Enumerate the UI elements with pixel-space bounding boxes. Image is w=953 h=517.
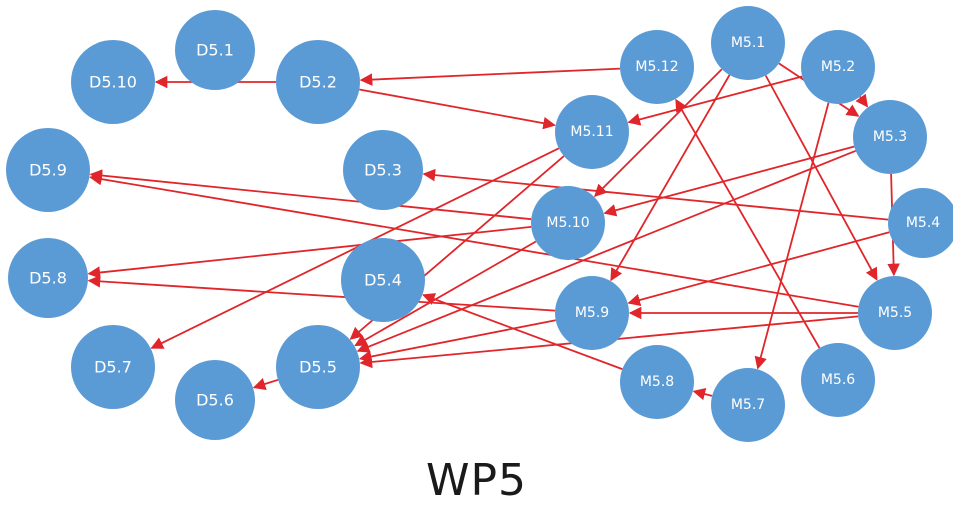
edge-m5-10-to-d5-5 <box>354 240 537 347</box>
node-label-d5-3: D5.3 <box>364 161 402 180</box>
node-circle-m5-8 <box>620 345 694 419</box>
node-m5-6: M5.6 <box>801 343 875 417</box>
edge-m5-2-to-m5-3 <box>855 93 869 108</box>
edge-m5-10-to-d5-9 <box>89 169 532 221</box>
node-label-d5-4: D5.4 <box>364 271 402 290</box>
node-circle-d5-5 <box>276 325 360 409</box>
edge-d5-2-to-m5-11 <box>359 88 556 130</box>
node-label-m5-11: M5.11 <box>570 124 613 140</box>
edge-m5-11-to-d5-7 <box>150 147 560 349</box>
node-circle-m5-6 <box>801 343 875 417</box>
node-d5-6: D5.6 <box>175 360 255 440</box>
edge-m5-8-to-d5-4 <box>422 293 623 370</box>
node-circle-d5-10 <box>71 40 155 124</box>
node-circle-m5-2 <box>801 30 875 104</box>
node-label-d5-2: D5.2 <box>299 73 337 92</box>
node-circle-m5-10 <box>531 186 605 260</box>
node-m5-5: M5.5 <box>858 276 932 350</box>
node-circle-m5-12 <box>620 30 694 104</box>
node-circle-d5-8 <box>8 238 88 318</box>
node-d5-10: D5.10 <box>71 40 155 124</box>
node-d5-5: D5.5 <box>276 325 360 409</box>
node-m5-9: M5.9 <box>555 276 629 350</box>
edge-m5-9-to-d5-5 <box>358 319 556 363</box>
node-m5-11: M5.11 <box>555 95 629 169</box>
node-m5-3: M5.3 <box>853 100 927 174</box>
node-circle-m5-1 <box>711 6 785 80</box>
node-circle-d5-9 <box>6 128 90 212</box>
edge-m5-1-to-m5-10 <box>594 68 723 197</box>
edge-m5-3-to-m5-10 <box>603 145 855 217</box>
node-label-d5-6: D5.6 <box>196 391 234 410</box>
node-circle-d5-4 <box>341 238 425 322</box>
node-m5-1: M5.1 <box>711 6 785 80</box>
edge-m5-1-to-m5-9 <box>610 74 731 282</box>
node-m5-12: M5.12 <box>620 30 694 104</box>
nodes-layer: D5.1 D5.2 D5.3 D5.4 D5.5 D5.6 D5.7 D5.8 D5.9 D5.1… <box>6 6 953 442</box>
edge-m5-10-to-d5-8 <box>87 226 532 279</box>
edge-m5-4-to-m5-9 <box>627 231 890 307</box>
node-label-m5-6: M5.6 <box>821 372 855 388</box>
edge-m5-6-to-m5-12 <box>675 98 821 349</box>
node-label-d5-1: D5.1 <box>196 41 234 60</box>
node-label-m5-1: M5.1 <box>731 35 765 51</box>
edge-m5-12-to-d5-2 <box>359 67 621 86</box>
edge-d5-5-to-d5-6 <box>252 378 279 391</box>
node-label-m5-5: M5.5 <box>878 305 912 321</box>
edge-m5-4-to-d5-3 <box>422 168 889 221</box>
node-circle-m5-9 <box>555 276 629 350</box>
edge-m5-2-to-m5-7 <box>754 102 830 370</box>
node-label-m5-4: M5.4 <box>906 215 940 231</box>
node-m5-2: M5.2 <box>801 30 875 104</box>
node-label-m5-2: M5.2 <box>821 59 855 75</box>
edge-m5-7-to-m5-8 <box>692 387 713 401</box>
node-circle-d5-7 <box>71 325 155 409</box>
edge-m5-5-to-d5-9 <box>89 172 859 308</box>
node-d5-7: D5.7 <box>71 325 155 409</box>
diagram-caption: WP5 <box>425 455 528 506</box>
node-m5-7: M5.7 <box>711 368 785 442</box>
node-d5-3: D5.3 <box>343 130 423 210</box>
node-d5-2: D5.2 <box>276 40 360 124</box>
node-label-m5-3: M5.3 <box>873 129 907 145</box>
node-circle-d5-2 <box>276 40 360 124</box>
node-circle-m5-11 <box>555 95 629 169</box>
node-label-d5-8: D5.8 <box>29 269 67 288</box>
node-label-m5-10: M5.10 <box>546 215 589 231</box>
node-label-d5-5: D5.5 <box>299 358 337 377</box>
node-d5-1: D5.1 <box>175 10 255 90</box>
node-m5-8: M5.8 <box>620 345 694 419</box>
edge-m5-3-to-d5-5 <box>356 149 857 353</box>
node-circle-m5-5 <box>858 276 932 350</box>
node-circle-m5-3 <box>853 100 927 174</box>
node-d5-8: D5.8 <box>8 238 88 318</box>
node-label-m5-12: M5.12 <box>635 59 678 75</box>
node-circle-d5-1 <box>175 10 255 90</box>
node-label-d5-10: D5.10 <box>89 73 137 92</box>
node-circle-d5-3 <box>343 130 423 210</box>
node-d5-4: D5.4 <box>341 238 425 322</box>
node-label-m5-9: M5.9 <box>575 305 609 321</box>
node-label-d5-9: D5.9 <box>29 161 67 180</box>
node-label-m5-8: M5.8 <box>640 374 674 390</box>
node-m5-4: M5.4 <box>888 188 953 258</box>
node-label-d5-7: D5.7 <box>94 358 132 377</box>
edge-m5-1-to-m5-5 <box>764 75 878 281</box>
node-m5-10: M5.10 <box>531 186 605 260</box>
node-circle-m5-7 <box>711 368 785 442</box>
edge-m5-9-to-d5-8 <box>87 275 556 312</box>
node-label-m5-7: M5.7 <box>731 397 765 413</box>
edges-layer <box>87 62 900 401</box>
node-circle-d5-6 <box>175 360 255 440</box>
node-d5-9: D5.9 <box>6 128 90 212</box>
node-circle-m5-4 <box>888 188 953 258</box>
